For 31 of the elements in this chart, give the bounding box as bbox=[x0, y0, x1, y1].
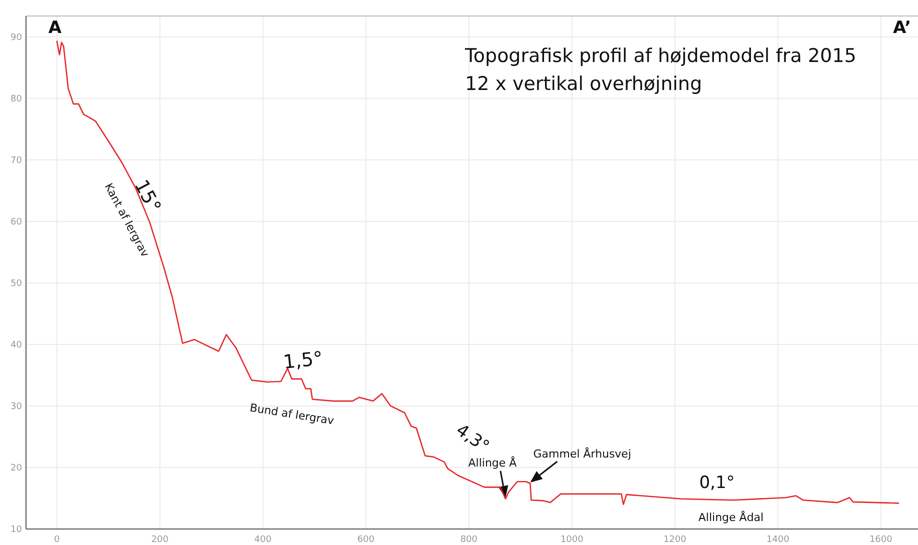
annotation: 1,5° bbox=[282, 348, 324, 374]
x-tick-label: 1600 bbox=[869, 535, 893, 545]
y-tick-label: 80 bbox=[10, 94, 22, 105]
y-tick-label: 30 bbox=[10, 402, 22, 412]
x-tick-label: 1200 bbox=[663, 535, 687, 545]
annotation: 15° bbox=[130, 176, 166, 216]
annotation: 0,1° bbox=[699, 472, 735, 493]
x-tick-label: 600 bbox=[357, 535, 375, 545]
line-series bbox=[56, 40, 900, 506]
annotation: Allinge Ådal bbox=[698, 510, 764, 524]
x-tick-label: 400 bbox=[254, 535, 272, 545]
annotation: Allinge Å bbox=[468, 456, 518, 470]
x-tick-label: 200 bbox=[151, 535, 169, 545]
annotation: Gammel Århusvej bbox=[533, 446, 632, 460]
annotation: A’ bbox=[892, 18, 912, 38]
annotation: A bbox=[48, 18, 62, 38]
y-tick-label: 90 bbox=[10, 33, 22, 44]
x-tick-label: 1000 bbox=[560, 535, 584, 545]
annotation: 4,3° bbox=[452, 420, 493, 458]
y-tick-label: 10 bbox=[10, 525, 22, 536]
y-tick-label: 50 bbox=[10, 279, 22, 290]
x-tick-label: 0 bbox=[54, 535, 60, 545]
y-tick-label: 70 bbox=[10, 156, 22, 166]
x-tick-label: 1400 bbox=[766, 535, 790, 545]
x-tick-label: 800 bbox=[460, 535, 478, 545]
text: 12 x vertikal overhøjning bbox=[465, 73, 702, 95]
y-tick-label: 20 bbox=[10, 464, 22, 474]
y-tick-label: 40 bbox=[10, 340, 22, 351]
text: Topografisk profil af højdemodel fra 2015 bbox=[464, 45, 856, 67]
annotation: Bund af lergrav bbox=[248, 401, 336, 428]
y-tick-label: 60 bbox=[10, 218, 22, 228]
